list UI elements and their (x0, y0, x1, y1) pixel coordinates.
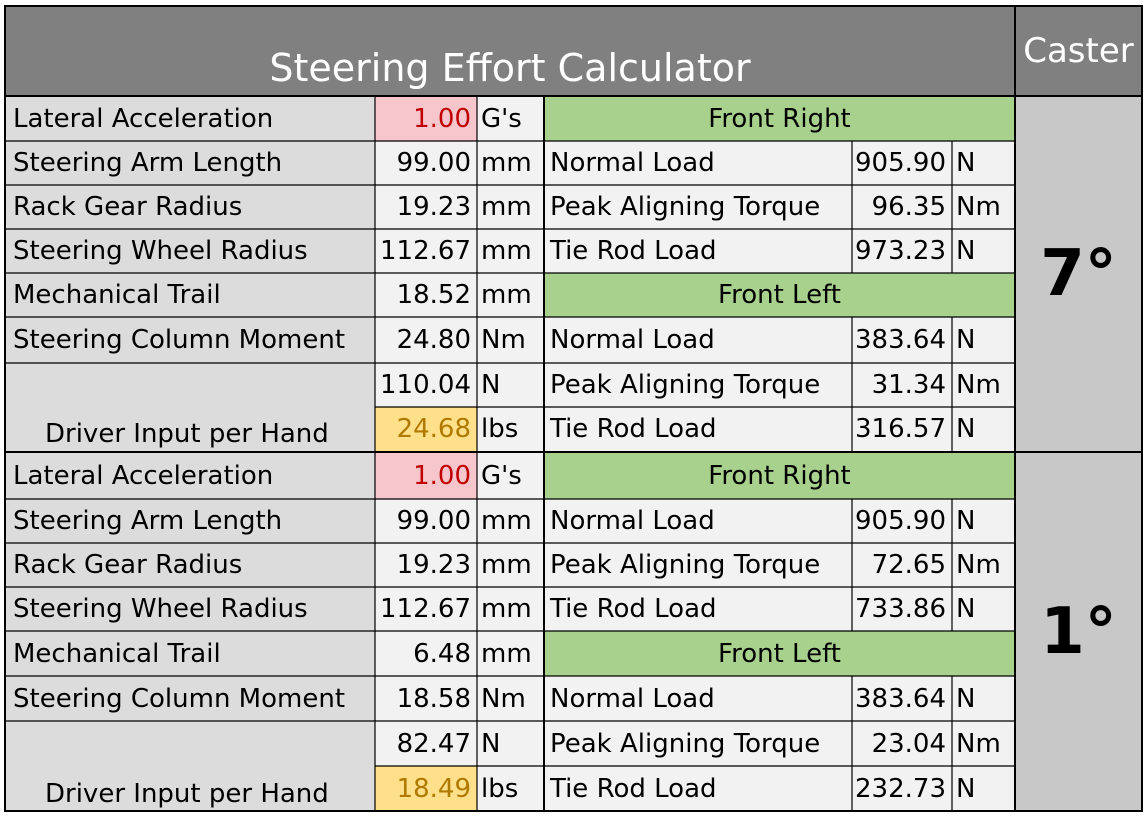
fl-normal-load-label: Normal Load (544, 317, 852, 363)
fl-normal-load-unit: N (952, 317, 1015, 363)
mechanical-trail-label: Mechanical Trail (5, 631, 375, 676)
driver-input-force-value[interactable]: 82.47 (375, 721, 477, 766)
fr-tie-rod-load-value[interactable]: 973.23 (852, 229, 952, 273)
mechanical-trail-label: Mechanical Trail (5, 273, 375, 317)
steering-column-moment-unit: Nm (477, 676, 544, 721)
caster-angle-value: 7° (1015, 97, 1142, 451)
fr-peak-aligning-torque-label: Peak Aligning Torque (544, 185, 852, 229)
lateral-acceleration-input[interactable]: 1.00 (375, 453, 477, 499)
fr-tie-rod-load-label: Tie Rod Load (544, 229, 852, 273)
mechanical-trail-unit: mm (477, 631, 544, 676)
steering-arm-length-unit: mm (477, 141, 544, 185)
fl-normal-load-value[interactable]: 383.64 (852, 676, 952, 721)
steering-column-moment-value[interactable]: 24.80 (375, 317, 477, 363)
fr-tie-rod-load-label: Tie Rod Load (544, 587, 852, 631)
mechanical-trail-value[interactable]: 18.52 (375, 273, 477, 317)
steering-wheel-radius-unit: mm (477, 587, 544, 631)
fl-tie-rod-load-unit: N (952, 407, 1015, 451)
driver-input-lbs-unit: lbs (477, 407, 544, 451)
fr-normal-load-label: Normal Load (544, 141, 852, 185)
fr-normal-load-unit: N (952, 141, 1015, 185)
driver-input-lbs-value[interactable]: 18.49 (375, 766, 477, 811)
lateral-acceleration-label: Lateral Acceleration (5, 453, 375, 499)
fl-normal-load-value[interactable]: 383.64 (852, 317, 952, 363)
fr-peak-aligning-torque-value[interactable]: 96.35 (852, 185, 952, 229)
mechanical-trail-value[interactable]: 6.48 (375, 631, 477, 676)
steering-column-moment-value[interactable]: 18.58 (375, 676, 477, 721)
steering-column-moment-label: Steering Column Moment (5, 317, 375, 363)
fl-peak-aligning-torque-label: Peak Aligning Torque (544, 363, 852, 407)
fl-tie-rod-load-label: Tie Rod Load (544, 766, 852, 811)
caster-header: Caster (1015, 6, 1142, 95)
rack-gear-radius-value[interactable]: 19.23 (375, 185, 477, 229)
driver-input-label: Driver Input per Hand (5, 721, 375, 811)
front-left-header: Front Left (544, 631, 1015, 676)
steering-wheel-radius-label: Steering Wheel Radius (5, 587, 375, 631)
mechanical-trail-unit: mm (477, 273, 544, 317)
fl-peak-aligning-torque-unit: Nm (952, 363, 1015, 407)
fl-peak-aligning-torque-unit: Nm (952, 721, 1015, 766)
steering-wheel-radius-value[interactable]: 112.67 (375, 229, 477, 273)
steering-arm-length-value[interactable]: 99.00 (375, 141, 477, 185)
fl-tie-rod-load-value[interactable]: 232.73 (852, 766, 952, 811)
rack-gear-radius-unit: mm (477, 543, 544, 587)
fr-tie-rod-load-value[interactable]: 733.86 (852, 587, 952, 631)
steering-arm-length-label: Steering Arm Length (5, 499, 375, 543)
rack-gear-radius-unit: mm (477, 185, 544, 229)
fr-normal-load-label: Normal Load (544, 499, 852, 543)
steering-wheel-radius-unit: mm (477, 229, 544, 273)
driver-input-force-unit: N (477, 721, 544, 766)
fr-peak-aligning-torque-unit: Nm (952, 543, 1015, 587)
fr-tie-rod-load-unit: N (952, 587, 1015, 631)
fr-normal-load-value[interactable]: 905.90 (852, 499, 952, 543)
steering-arm-length-label: Steering Arm Length (5, 141, 375, 185)
driver-input-force-value[interactable]: 110.04 (375, 363, 477, 407)
front-left-header: Front Left (544, 273, 1015, 317)
fr-peak-aligning-torque-unit: Nm (952, 185, 1015, 229)
rack-gear-radius-label: Rack Gear Radius (5, 543, 375, 587)
lateral-acceleration-input[interactable]: 1.00 (375, 97, 477, 141)
front-right-header: Front Right (544, 97, 1015, 141)
lateral-acceleration-unit: G's (477, 453, 544, 499)
fl-tie-rod-load-value[interactable]: 316.57 (852, 407, 952, 451)
driver-input-lbs-unit: lbs (477, 766, 544, 811)
fr-normal-load-value[interactable]: 905.90 (852, 141, 952, 185)
steering-column-moment-unit: Nm (477, 317, 544, 363)
fr-tie-rod-load-unit: N (952, 229, 1015, 273)
fr-peak-aligning-torque-label: Peak Aligning Torque (544, 543, 852, 587)
lateral-acceleration-unit: G's (477, 97, 544, 141)
steering-arm-length-unit: mm (477, 499, 544, 543)
fl-normal-load-label: Normal Load (544, 676, 852, 721)
front-right-header: Front Right (544, 453, 1015, 499)
driver-input-force-unit: N (477, 363, 544, 407)
fr-normal-load-unit: N (952, 499, 1015, 543)
rack-gear-radius-value[interactable]: 19.23 (375, 543, 477, 587)
fl-peak-aligning-torque-label: Peak Aligning Torque (544, 721, 852, 766)
fr-peak-aligning-torque-value[interactable]: 72.65 (852, 543, 952, 587)
lateral-acceleration-label: Lateral Acceleration (5, 97, 375, 141)
fl-peak-aligning-torque-value[interactable]: 23.04 (852, 721, 952, 766)
steering-wheel-radius-label: Steering Wheel Radius (5, 229, 375, 273)
fl-tie-rod-load-unit: N (952, 766, 1015, 811)
steering-arm-length-value[interactable]: 99.00 (375, 499, 477, 543)
rack-gear-radius-label: Rack Gear Radius (5, 185, 375, 229)
fl-peak-aligning-torque-value[interactable]: 31.34 (852, 363, 952, 407)
driver-input-label: Driver Input per Hand (5, 363, 375, 451)
steering-wheel-radius-value[interactable]: 112.67 (375, 587, 477, 631)
caster-angle-value: 1° (1015, 453, 1142, 811)
page-title: Steering Effort Calculator (5, 6, 1015, 95)
fl-normal-load-unit: N (952, 676, 1015, 721)
steering-column-moment-label: Steering Column Moment (5, 676, 375, 721)
fl-tie-rod-load-label: Tie Rod Load (544, 407, 852, 451)
driver-input-lbs-value[interactable]: 24.68 (375, 407, 477, 451)
